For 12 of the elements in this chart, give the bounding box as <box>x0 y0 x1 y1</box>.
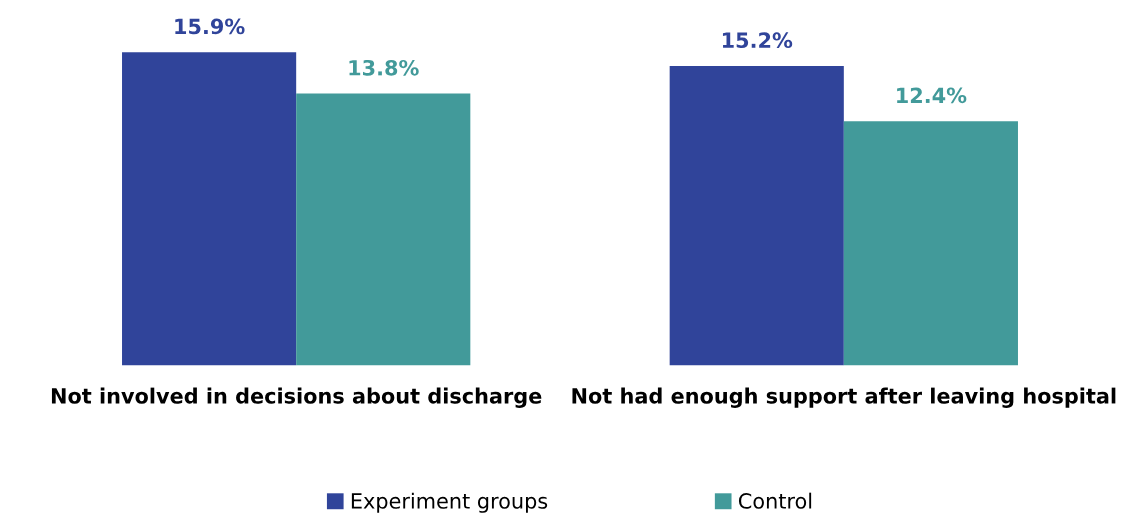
bar <box>296 93 471 366</box>
data-label: 15.2% <box>722 32 793 49</box>
legend-label: Control <box>738 492 812 509</box>
x-tick-label: Not involved in decisions about discharge <box>51 387 542 408</box>
data-label: 15.9% <box>175 18 245 35</box>
bar <box>122 52 297 366</box>
data-label: 13.8% <box>349 59 419 76</box>
bar <box>843 121 1018 366</box>
data-label: 12.4% <box>897 87 967 104</box>
x-tick-label: Not had enough support after leaving hospital <box>572 387 1116 408</box>
bar <box>669 65 844 366</box>
legend-label: Experiment groups <box>351 492 548 513</box>
